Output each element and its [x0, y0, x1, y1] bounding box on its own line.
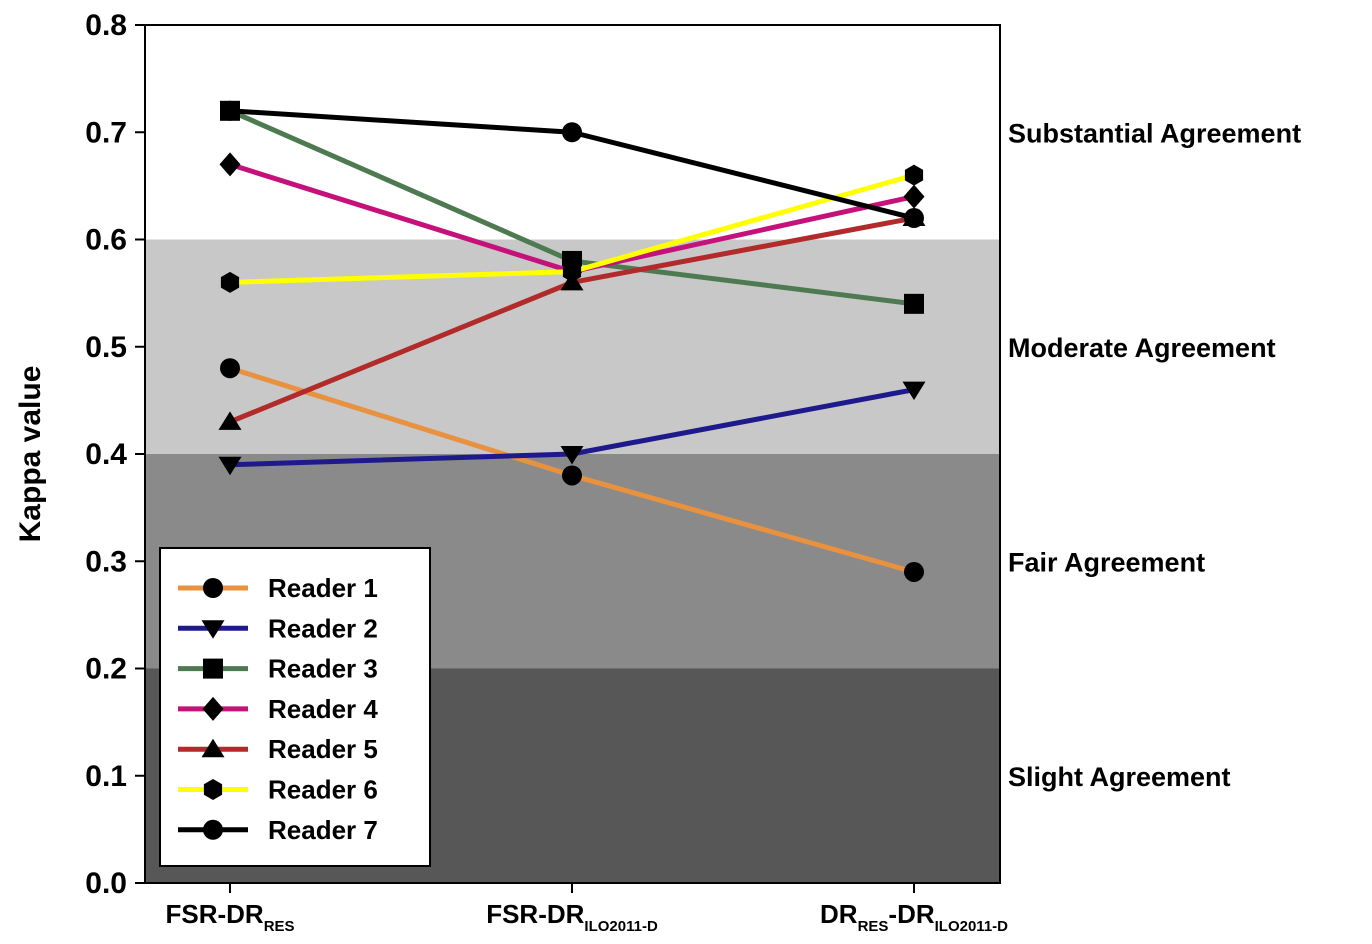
- series-1-point-1: [562, 465, 582, 486]
- series-6-point-1: [562, 261, 582, 283]
- y-tick-label-4: 0.4: [85, 438, 127, 471]
- x-category-label-2: DRRES-DRILO2011-D: [820, 899, 1008, 935]
- series-2-point-0: [218, 456, 242, 476]
- series-1-point-0: [220, 358, 240, 379]
- legend-marker-1: [203, 578, 223, 598]
- series-6-point-0: [220, 271, 240, 293]
- y-tick-label-8: 0.8: [85, 9, 127, 42]
- series-7-point-1: [562, 122, 582, 143]
- y-tick-label-5: 0.5: [85, 331, 127, 364]
- legend-label-6: Reader 6: [268, 775, 378, 805]
- legend-marker-2: [201, 620, 225, 639]
- series-2-point-2: [902, 381, 926, 401]
- series-7-point-2: [904, 208, 924, 229]
- legend-marker-3: [203, 658, 223, 679]
- series-4-point-0: [219, 152, 241, 177]
- y-tick-label-6: 0.6: [85, 224, 127, 257]
- series-7: [220, 100, 924, 229]
- legend-label-2: Reader 2: [268, 613, 378, 643]
- legend-label-5: Reader 5: [268, 734, 378, 764]
- y-axis: 0.0 0.1 0.2 0.3 0.4 0.5 0.6 0.7 0.8: [85, 9, 145, 900]
- x-category-label-1: FSR-DRILO2011-D: [486, 899, 658, 935]
- legend-marker-5: [201, 738, 225, 758]
- band-label-2: Moderate Agreement: [1008, 333, 1276, 363]
- agreement-bands: [145, 25, 1000, 883]
- x-category-label-0: FSR-DRRES: [165, 899, 294, 935]
- y-tick-label-3: 0.3: [85, 545, 127, 578]
- series-lines: [218, 100, 926, 582]
- band-label-3: Substantial Agreement: [1008, 118, 1301, 148]
- y-tick-label-7: 0.7: [85, 116, 127, 149]
- series-4-point-2: [903, 184, 925, 209]
- band-label-1: Fair Agreement: [1008, 547, 1205, 577]
- y-tick-label-1: 0.1: [85, 760, 127, 793]
- legend-label-3: Reader 3: [268, 654, 378, 684]
- legend-marker-4: [202, 696, 224, 721]
- legend-marker-6: [203, 779, 223, 800]
- series-2: [218, 381, 926, 476]
- series-3-point-2: [904, 293, 924, 314]
- band-label-0: Slight Agreement: [1008, 762, 1231, 792]
- legend-label-7: Reader 7: [268, 815, 378, 845]
- legend-label-4: Reader 4: [268, 694, 378, 724]
- legend-label-1: Reader 1: [268, 573, 378, 603]
- y-tick-label-0: 0.0: [85, 867, 127, 900]
- y-tick-label-2: 0.2: [85, 653, 127, 686]
- series-2-point-1: [560, 446, 584, 465]
- series-7-point-0: [220, 100, 240, 121]
- series-1: [220, 358, 924, 582]
- x-axis: FSR-DRRES FSR-DRILO2011-D DRRES-DRILO2011-…: [165, 883, 1008, 935]
- series-5-point-0: [218, 411, 242, 430]
- series-6: [220, 164, 924, 293]
- legend: Reader 1 Reader 2 Reader 3 Reader 4 Reader 5…: [159, 547, 431, 867]
- legend-marker-7: [203, 819, 223, 840]
- y-axis-title: Kappa value: [14, 366, 47, 543]
- series-6-point-2: [904, 164, 924, 186]
- band-labels: Slight Agreement Fair Agreement Moderate A…: [1008, 118, 1301, 792]
- series-1-point-2: [904, 561, 924, 582]
